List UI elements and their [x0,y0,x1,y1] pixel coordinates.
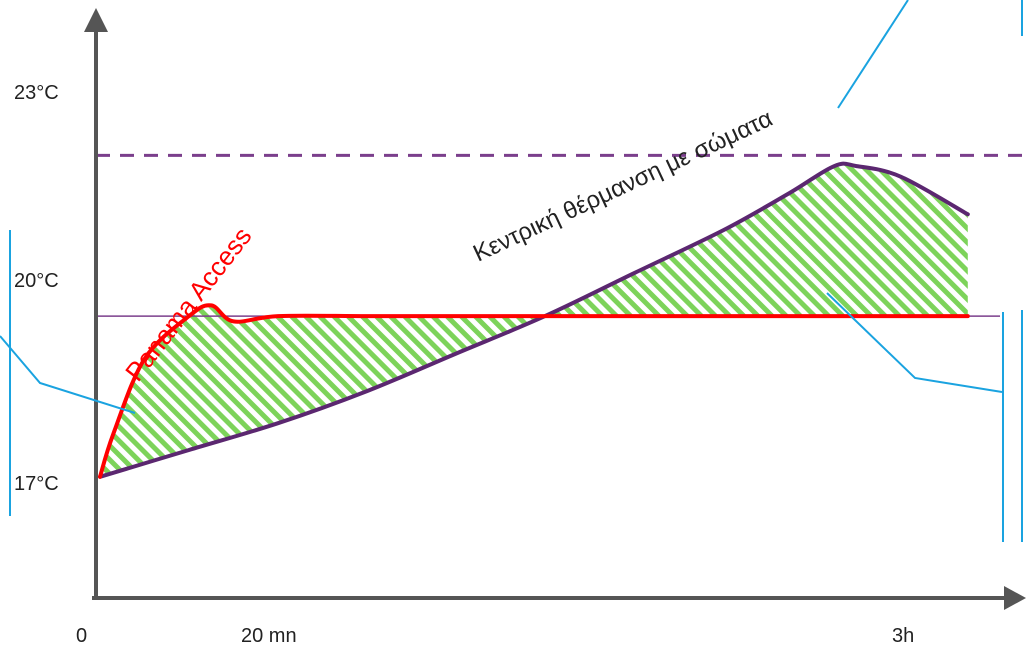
x-axis-arrow-icon [1004,586,1026,610]
x-tick-label: 20 mn [241,625,297,647]
series-line-central-heating [98,161,970,479]
y-tick-label: 17°C [14,473,59,495]
callout-lines [0,0,1023,542]
y-axis-arrow-icon [84,8,108,32]
y-tick-label: 23°C [14,82,59,104]
series-line-panama-access [98,303,970,479]
y-tick-label: 20°C [14,270,59,292]
x-tick-label: 0 [76,625,87,647]
callout-line-right [826,292,1003,393]
x-tick-label: 3h [892,625,914,647]
callout-line-left [0,335,136,414]
callout-line-top [837,0,909,109]
